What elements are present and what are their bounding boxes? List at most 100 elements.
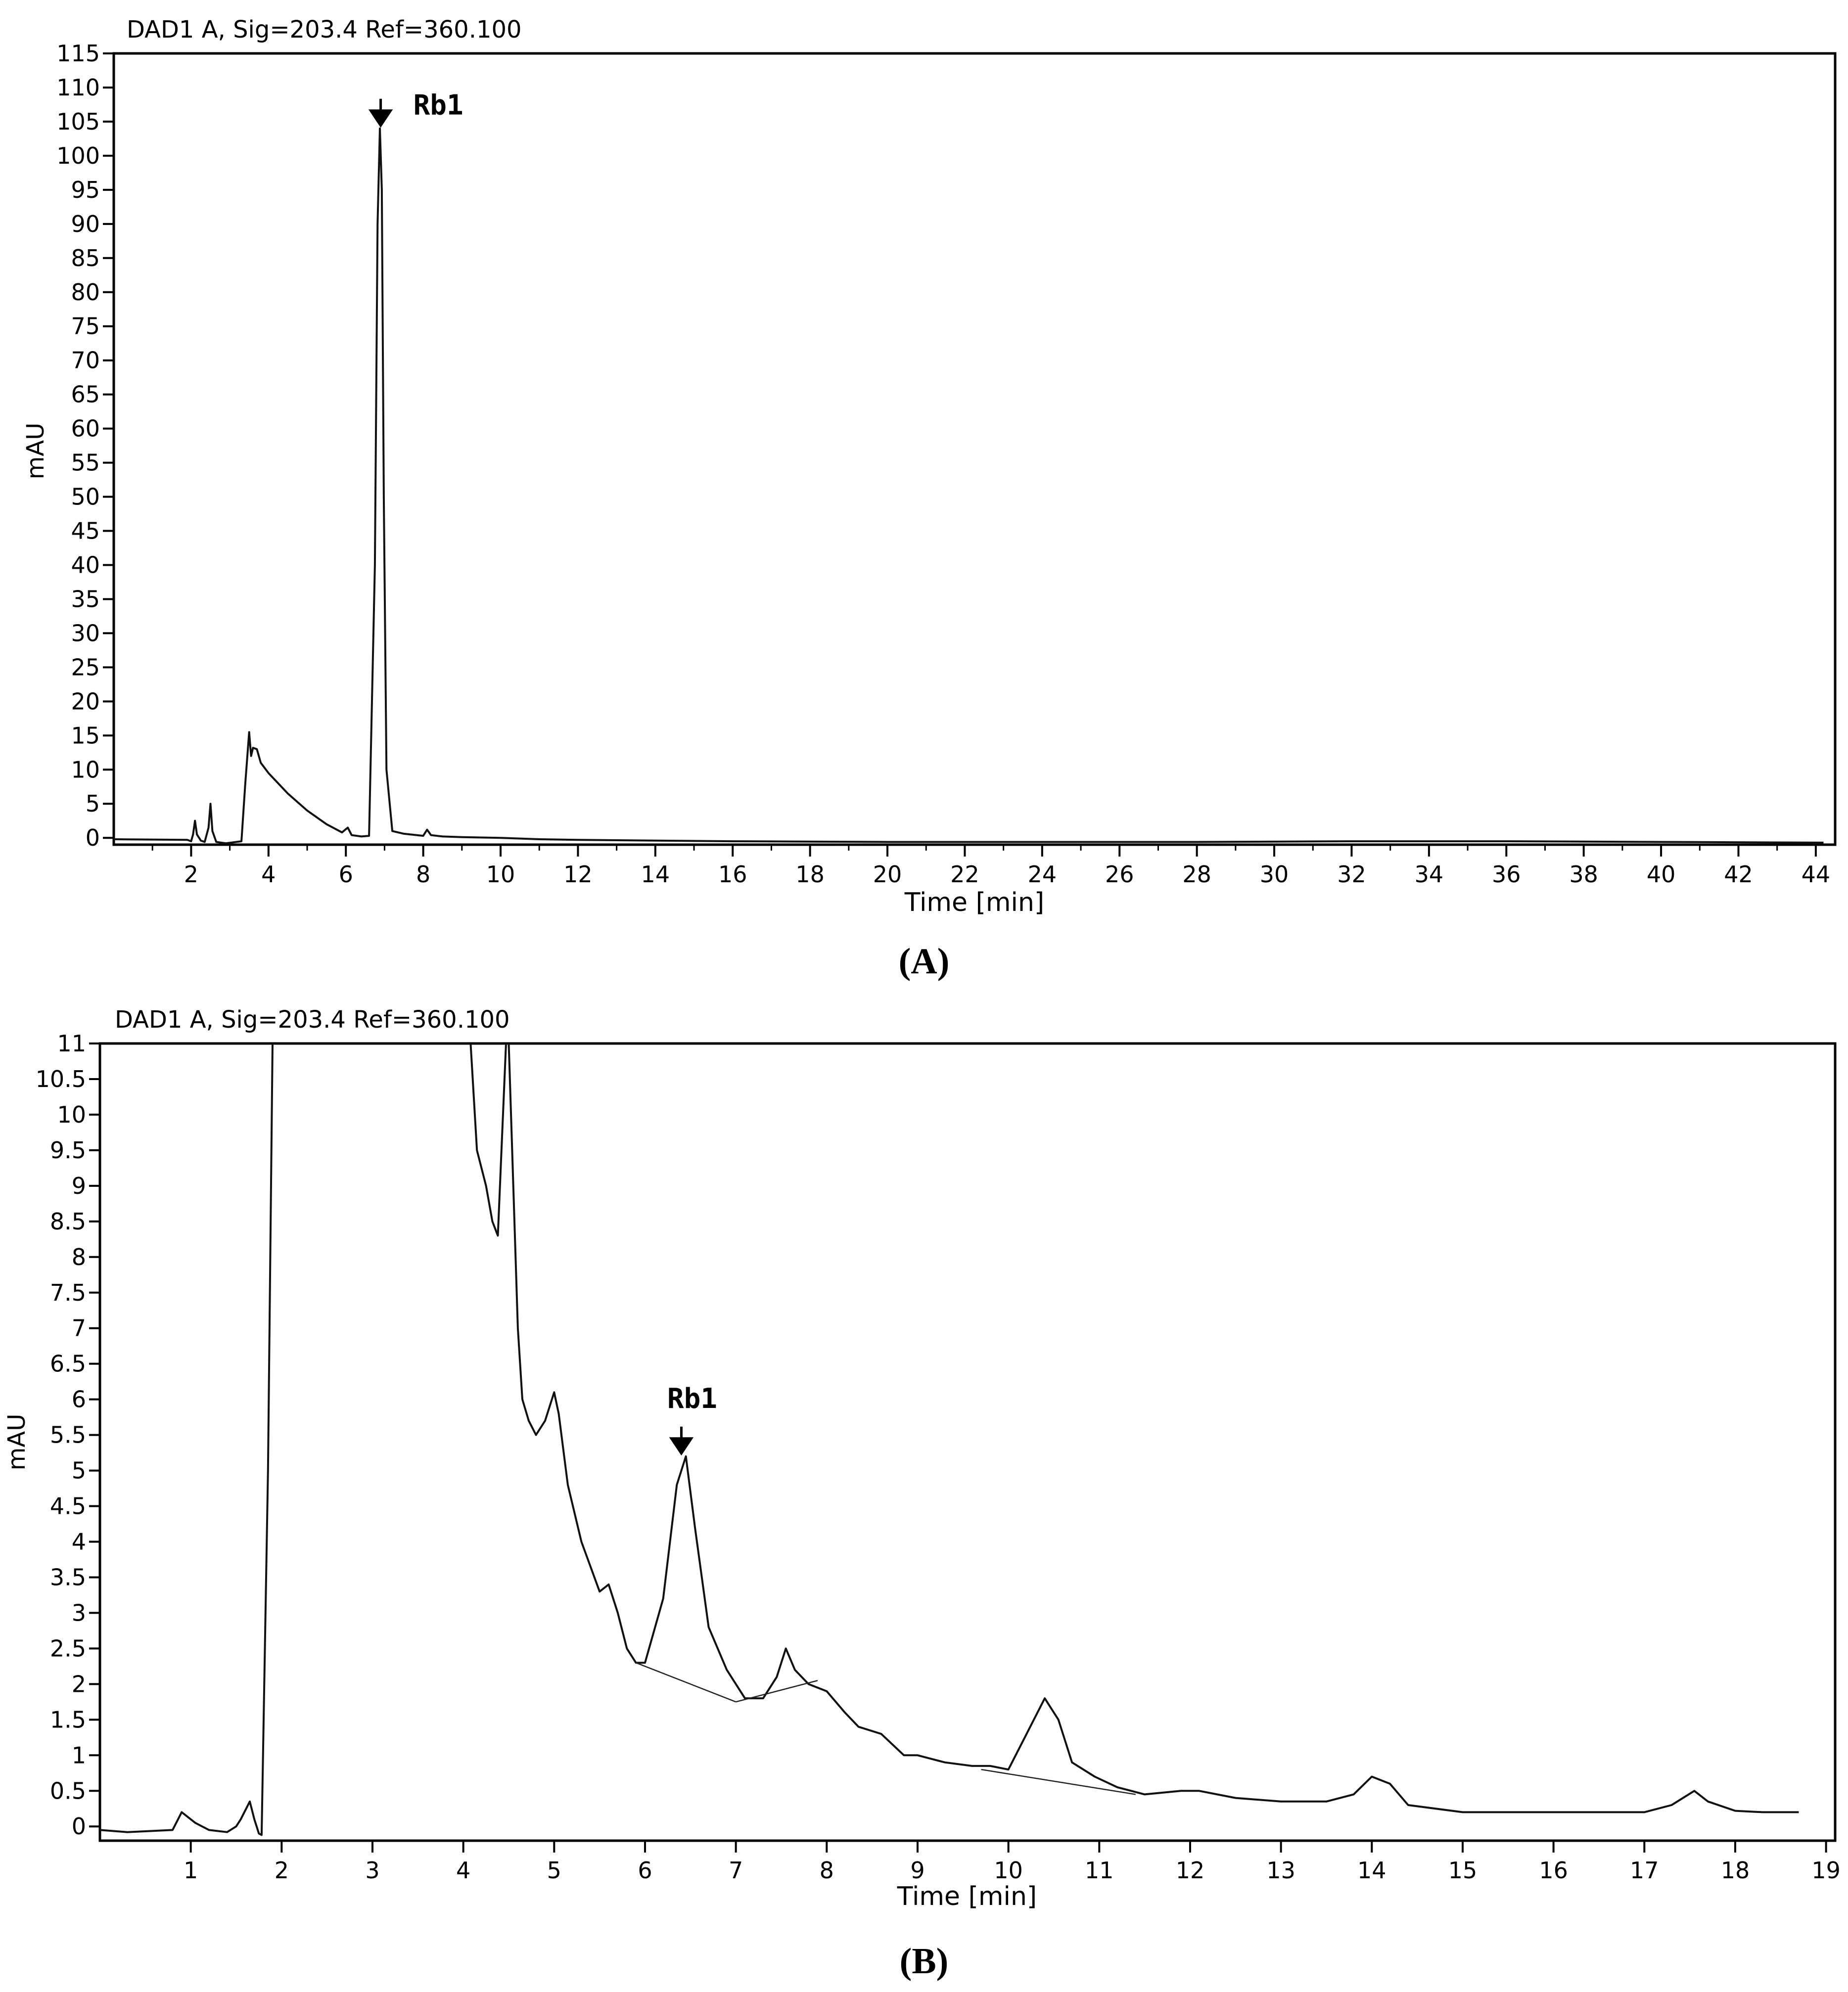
- x-tick-label: 30: [1260, 861, 1289, 888]
- y-tick-label: 60: [71, 415, 100, 442]
- y-tick-label: 10.5: [36, 1066, 86, 1092]
- y-tick-label: 15: [71, 722, 100, 749]
- integration-baseline: [636, 1662, 737, 1703]
- peak-arrow: [669, 1426, 694, 1456]
- x-tick-label: 36: [1492, 861, 1521, 888]
- x-tick-label: 16: [1539, 1857, 1568, 1884]
- chart-b-y-axis: 0 0.5 1 1.5 2 2.5 3 3.5 4 4.5 5 5.5 6 6.5 7 7.5 8 8.5 9 9.5…: [36, 1030, 100, 1840]
- x-tick-label: 18: [1721, 1857, 1750, 1884]
- x-tick-label: 2: [184, 861, 198, 888]
- x-tick-label: 38: [1569, 861, 1598, 888]
- chart-a-x-axis: 2 4 6 8 10 12 14 16 18 20 22 24 26 28 30 32 34 36 38 40 42 44: [151, 845, 1831, 888]
- y-tick-label: 10: [57, 1101, 86, 1128]
- y-tick-label: 0: [72, 1813, 86, 1840]
- x-tick-label: 22: [950, 861, 979, 888]
- y-tick-label: 45: [71, 518, 100, 544]
- panel-a-label: (A): [899, 941, 950, 982]
- y-tick-label: 30: [71, 620, 100, 646]
- x-tick-label: 20: [873, 861, 902, 888]
- x-tick-label: 11: [1085, 1857, 1114, 1884]
- y-tick-label: 50: [71, 484, 100, 510]
- chart-a-title: DAD1 A, Sig=203.4 Ref=360.100: [127, 16, 522, 44]
- chart-a-series: [114, 127, 1824, 845]
- x-tick-label: 42: [1724, 861, 1753, 888]
- y-tick-label: 115: [56, 40, 100, 67]
- y-tick-label: 3.5: [50, 1564, 86, 1590]
- x-tick-label: 44: [1802, 861, 1831, 888]
- y-tick-label: 10: [71, 756, 100, 783]
- x-tick-label: 8: [820, 1857, 834, 1884]
- y-tick-label: 6.5: [50, 1351, 86, 1377]
- y-tick-label: 25: [71, 654, 100, 680]
- x-tick-label: 9: [910, 1857, 924, 1884]
- chart-a-x-label: Time [min]: [904, 888, 1044, 917]
- y-tick-label: 9: [72, 1173, 86, 1199]
- y-tick-label: 3: [72, 1599, 86, 1626]
- x-tick-label: 10: [486, 861, 515, 888]
- y-tick-label: 110: [56, 74, 100, 101]
- chart-b-x-axis: 1 2 3 4 5 6 7 8 9 10 11 12 13 14 15 16 17 18 19: [184, 1841, 1841, 1884]
- y-tick-label: 2.5: [50, 1635, 86, 1662]
- x-tick-label: 19: [1811, 1857, 1841, 1884]
- y-tick-label: 80: [71, 279, 100, 306]
- chart-a-plot-frame: [112, 52, 1837, 846]
- integration-baseline: [981, 1768, 1136, 1795]
- y-tick-label: 65: [71, 381, 100, 408]
- y-tick-label: 5: [86, 790, 100, 817]
- y-tick-label: 7: [72, 1315, 86, 1342]
- chart-a-y-axis: 0 5 10 15 20 25 30 35 40 45 50 55 60 65 70 75 80 85 90 95 10…: [56, 40, 114, 851]
- peak-arrow: [368, 98, 393, 128]
- peak-label-rb1: Rb1: [667, 1383, 717, 1415]
- chromatogram-b: DAD1 A, Sig=203.4 Ref=360.100 0 0.5 1 1.5 2 2…: [3, 1006, 1841, 1982]
- y-tick-label: 1: [72, 1742, 86, 1768]
- y-tick-label: 95: [71, 177, 100, 203]
- x-tick-label: 15: [1448, 1857, 1478, 1884]
- y-tick-label: 4: [72, 1529, 86, 1555]
- panel-b-label: (B): [900, 1941, 949, 1982]
- x-tick-label: 28: [1182, 861, 1211, 888]
- x-tick-label: 3: [365, 1857, 379, 1884]
- x-tick-label: 17: [1630, 1857, 1659, 1884]
- x-tick-label: 34: [1415, 861, 1444, 888]
- x-tick-label: 13: [1266, 1857, 1295, 1884]
- x-tick-label: 12: [1176, 1857, 1205, 1884]
- x-tick-label: 6: [638, 1857, 652, 1884]
- chart-b-series: [100, 1043, 1799, 1836]
- y-tick-label: 75: [71, 313, 100, 340]
- chromatogram-trace-2: [469, 1043, 1799, 1813]
- y-tick-label: 35: [71, 586, 100, 612]
- x-tick-label: 12: [563, 861, 593, 888]
- y-tick-label: 85: [71, 245, 100, 272]
- chart-a-y-label: mAU: [22, 423, 49, 480]
- x-tick-label: 16: [718, 861, 747, 888]
- x-tick-label: 14: [1357, 1857, 1386, 1884]
- x-tick-label: 14: [641, 861, 670, 888]
- chromatogram-trace-1: [114, 127, 1824, 845]
- chart-b-integration-baselines: [636, 1662, 1136, 1795]
- chart-b-title: DAD1 A, Sig=203.4 Ref=360.100: [115, 1006, 510, 1034]
- y-tick-label: 70: [71, 347, 100, 374]
- chart-b-annotations: Rb1: [667, 1383, 717, 1456]
- chart-b-x-label: Time [min]: [897, 1882, 1037, 1911]
- y-tick-label: 40: [71, 551, 100, 578]
- y-tick-label: 90: [71, 211, 100, 237]
- peak-label-rb1: Rb1: [414, 90, 463, 122]
- x-tick-label: 40: [1647, 861, 1676, 888]
- x-tick-label: 4: [456, 1857, 470, 1884]
- x-tick-label: 6: [339, 861, 353, 888]
- y-tick-label: 0.5: [50, 1777, 86, 1804]
- y-tick-label: 5.5: [50, 1422, 86, 1449]
- chart-a-annotations: Rb1: [368, 90, 463, 128]
- integration-baseline: [736, 1679, 818, 1703]
- y-tick-label: 105: [56, 108, 100, 135]
- y-tick-label: 4.5: [50, 1493, 86, 1520]
- chromatogram-trace-1: [100, 1043, 275, 1836]
- y-tick-label: 8: [72, 1244, 86, 1270]
- y-tick-label: 20: [71, 688, 100, 715]
- chromatogram-a: DAD1 A, Sig=203.4 Ref=360.100 0510152025…: [22, 16, 1837, 982]
- y-tick-label: 8.5: [50, 1208, 86, 1235]
- x-tick-label: 2: [275, 1857, 289, 1884]
- x-tick-label: 18: [795, 861, 825, 888]
- x-tick-label: 32: [1337, 861, 1366, 888]
